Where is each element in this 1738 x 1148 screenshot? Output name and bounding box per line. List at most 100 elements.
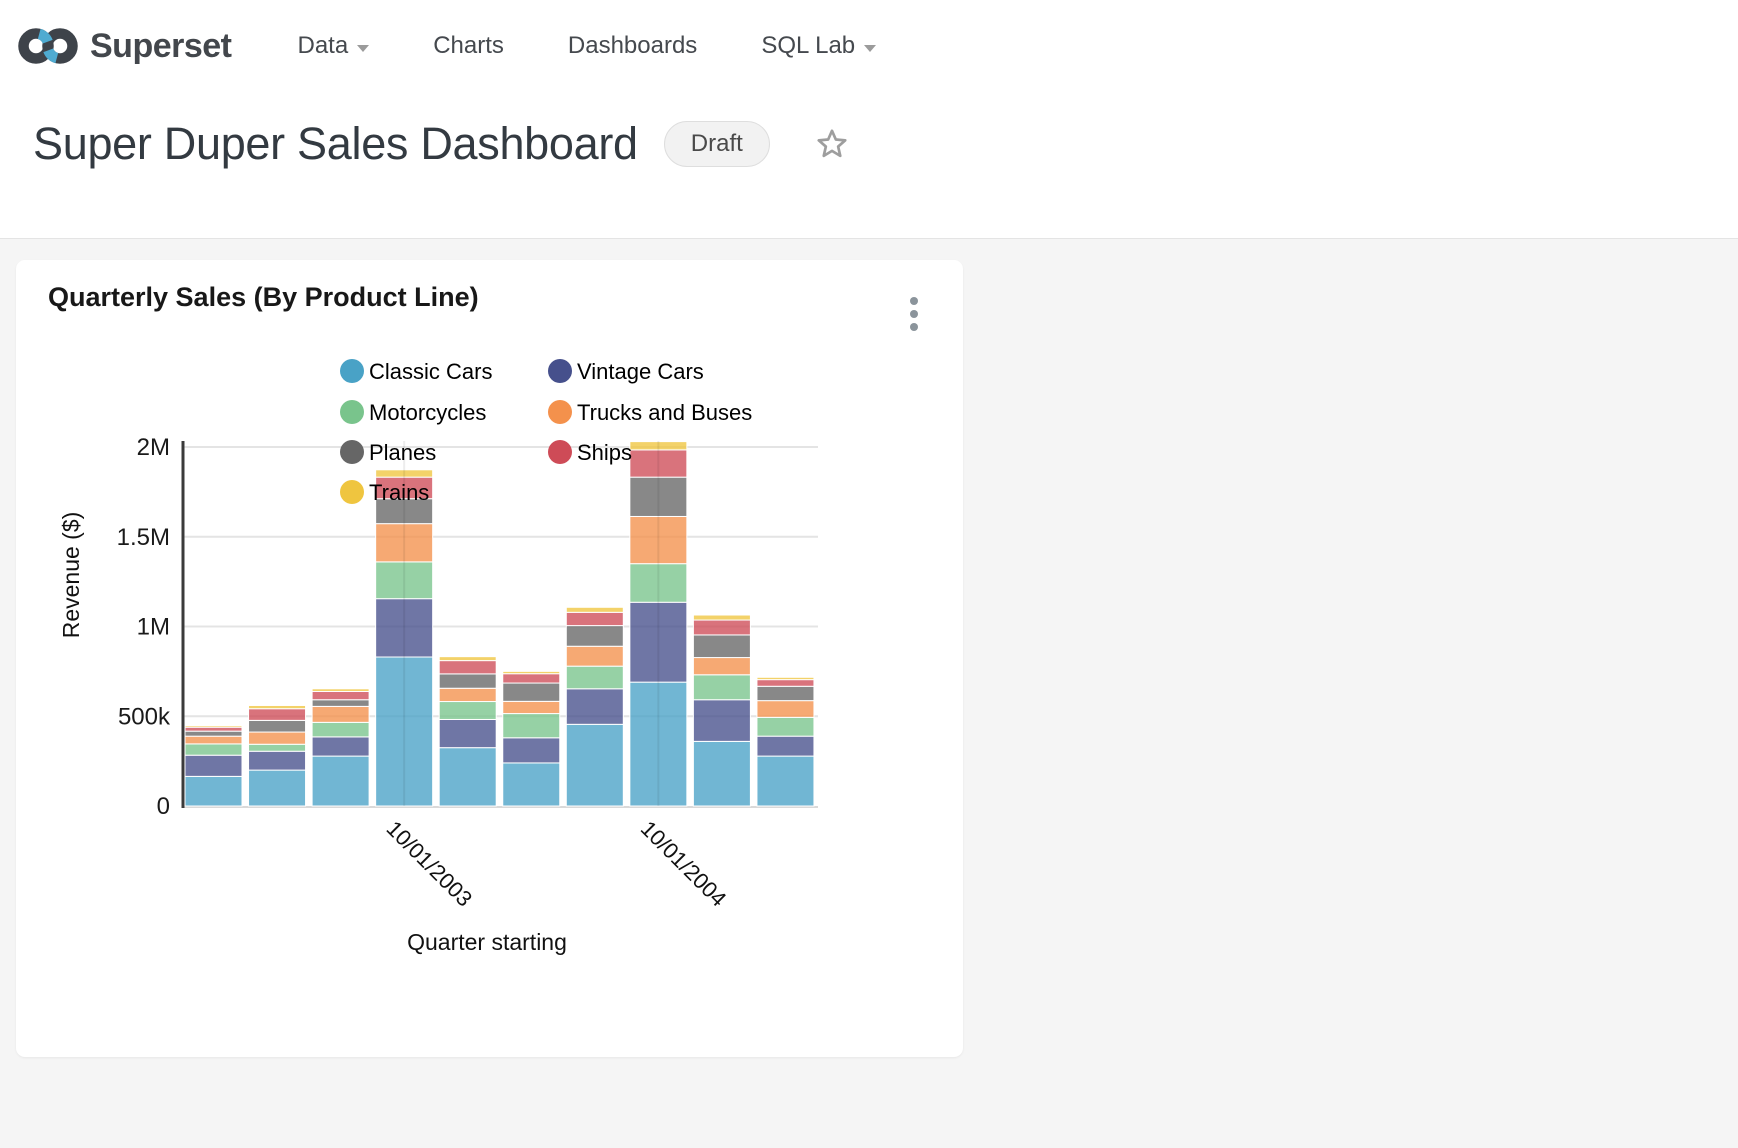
legend-item[interactable]: Ships [548,440,632,465]
bar-segment[interactable] [629,563,688,603]
y-tick-label: 1M [137,614,170,641]
bar-segment[interactable] [502,682,561,702]
bar-segment[interactable] [184,730,243,737]
bar-segment[interactable] [248,769,307,807]
bar-segment[interactable] [248,719,307,733]
dashboard-title-row: Super Duper Sales Dashboard Draft [33,118,850,170]
bar-segment[interactable] [184,743,243,756]
legend-item[interactable]: Trucks and Buses [548,400,752,425]
bar-segment[interactable] [248,743,307,752]
bar-segment[interactable] [248,704,307,710]
bar-segment[interactable] [502,673,561,684]
bar-segment[interactable] [311,721,370,738]
superset-logo[interactable]: Superset [18,23,232,69]
bar-segment[interactable] [565,665,624,690]
legend-item[interactable]: Vintage Cars [548,359,704,384]
nav-item-label: Charts [433,32,504,59]
legend-item[interactable]: Planes [340,440,436,465]
legend-swatch [548,440,572,464]
legend-label: Vintage Cars [577,359,704,384]
bar-segment[interactable] [692,699,751,742]
favorite-star-button[interactable] [814,126,850,162]
legend-swatch [548,359,572,383]
legend-item[interactable]: Motorcycles [340,400,486,425]
bar-segment[interactable] [756,716,815,737]
bar-segment[interactable] [311,705,370,723]
bar-segment[interactable] [756,676,815,681]
legend-label: Trucks and Buses [577,400,752,425]
bar-segment[interactable] [756,679,815,687]
bar-segment[interactable] [248,708,307,721]
page-title: Super Duper Sales Dashboard [33,118,638,169]
chart-menu-button[interactable] [907,292,921,343]
nav-item-data[interactable]: Data [298,32,370,60]
bar-segment[interactable] [565,611,624,627]
nav-item-label: Dashboards [567,32,698,59]
bar-segment[interactable] [375,498,434,525]
bar-segment[interactable] [311,688,370,692]
legend-item[interactable]: Trains [340,480,429,505]
bar-segment[interactable] [375,523,434,563]
bar-segment[interactable] [184,754,243,777]
bar-segment[interactable] [248,731,307,745]
bar-segment[interactable] [438,660,497,675]
bar-segment[interactable] [248,750,307,771]
bar-segment[interactable] [438,673,497,689]
bar-segment[interactable] [438,747,497,807]
bar-segment[interactable] [502,762,561,807]
nav-item-dashboards[interactable]: Dashboards [568,32,697,60]
superset-infinity-icon [18,28,78,64]
bar-segment[interactable] [565,688,624,725]
bar-segment[interactable] [502,737,561,764]
bar-segment[interactable] [629,515,688,565]
bar-segment[interactable] [311,690,370,701]
bar-segment[interactable] [184,735,243,745]
bar-segment[interactable] [692,614,751,621]
bar-segment[interactable] [184,725,243,728]
bar-segment[interactable] [438,656,497,662]
bar-segment[interactable] [502,700,561,715]
bar-segment[interactable] [565,645,624,667]
bar-segment[interactable] [756,755,815,807]
bar-segment[interactable] [502,713,561,739]
nav-item-sql-lab[interactable]: SQL Lab [761,32,877,60]
bar-segment[interactable] [756,735,815,757]
bar-segment[interactable] [438,718,497,749]
bar-segment[interactable] [565,723,624,807]
chart-title: Quarterly Sales (By Product Line) [48,282,479,312]
bar-segment[interactable] [756,700,815,718]
bar-segment[interactable] [438,687,497,703]
bar-segment[interactable] [375,598,434,658]
y-axis-title: Revenue ($) [58,512,84,639]
bar-segment[interactable] [502,670,561,675]
bar-segment[interactable] [629,449,688,478]
bar-segment[interactable] [375,469,434,478]
nav-item-charts[interactable]: Charts [433,32,504,60]
bar-segment[interactable] [565,606,624,613]
legend-label: Trains [369,480,429,505]
bar-segment[interactable] [565,625,624,647]
legend-swatch [340,359,364,383]
legend-item[interactable]: Classic Cars [340,359,492,384]
bar-segment[interactable] [692,674,751,701]
bar-segment[interactable] [756,685,815,702]
bar-segment[interactable] [629,601,688,683]
bar-segment[interactable] [692,740,751,807]
bar-segment[interactable] [629,441,688,451]
x-tick-label: 10/01/2004 [636,816,732,912]
bar-segment[interactable] [692,657,751,676]
bar-segment[interactable] [692,619,751,636]
chart-card: Quarterly Sales (By Product Line) 0 500k 1… [16,260,963,1057]
bar-segment[interactable] [438,701,497,720]
bar-segment[interactable] [184,726,243,732]
chevron-down-icon [357,44,370,52]
status-badge[interactable]: Draft [663,121,770,167]
bar-segment[interactable] [311,699,370,707]
bar-segment[interactable] [375,656,434,807]
bar-segment[interactable] [184,775,243,807]
bar-segment[interactable] [311,736,370,757]
legend-label: Planes [369,440,436,465]
bar-segment[interactable] [311,755,370,807]
bar-segment[interactable] [375,561,434,600]
bar-segment[interactable] [692,634,751,659]
